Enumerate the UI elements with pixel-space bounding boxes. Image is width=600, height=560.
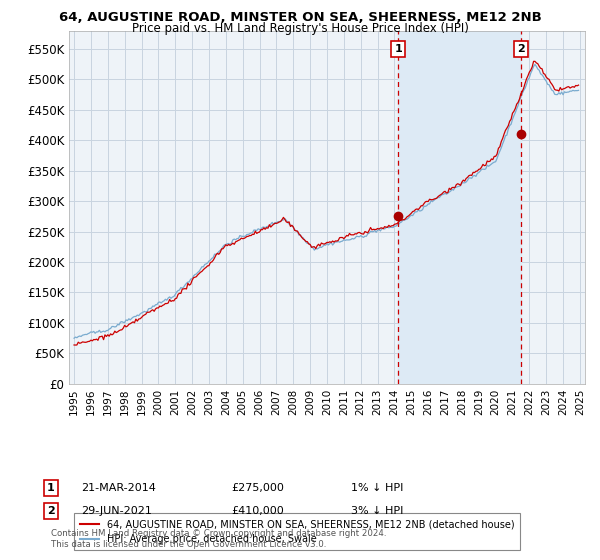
Legend: 64, AUGUSTINE ROAD, MINSTER ON SEA, SHEERNESS, ME12 2NB (detached house), HPI: A: 64, AUGUSTINE ROAD, MINSTER ON SEA, SHEE… (74, 514, 520, 550)
Text: 3% ↓ HPI: 3% ↓ HPI (351, 506, 403, 516)
Bar (398, 31, 521, 384)
Text: £275,000: £275,000 (231, 483, 284, 493)
Text: Price paid vs. HM Land Registry's House Price Index (HPI): Price paid vs. HM Land Registry's House … (131, 22, 469, 35)
Text: 2: 2 (517, 44, 524, 54)
Text: 2: 2 (47, 506, 55, 516)
Text: 21-MAR-2014: 21-MAR-2014 (81, 483, 156, 493)
Text: 1: 1 (394, 44, 402, 54)
Text: 64, AUGUSTINE ROAD, MINSTER ON SEA, SHEERNESS, ME12 2NB: 64, AUGUSTINE ROAD, MINSTER ON SEA, SHEE… (59, 11, 541, 24)
Text: £410,000: £410,000 (231, 506, 284, 516)
Text: 1% ↓ HPI: 1% ↓ HPI (351, 483, 403, 493)
Text: 1: 1 (47, 483, 55, 493)
Text: Contains HM Land Registry data © Crown copyright and database right 2024.
This d: Contains HM Land Registry data © Crown c… (51, 529, 386, 549)
Text: 29-JUN-2021: 29-JUN-2021 (81, 506, 152, 516)
